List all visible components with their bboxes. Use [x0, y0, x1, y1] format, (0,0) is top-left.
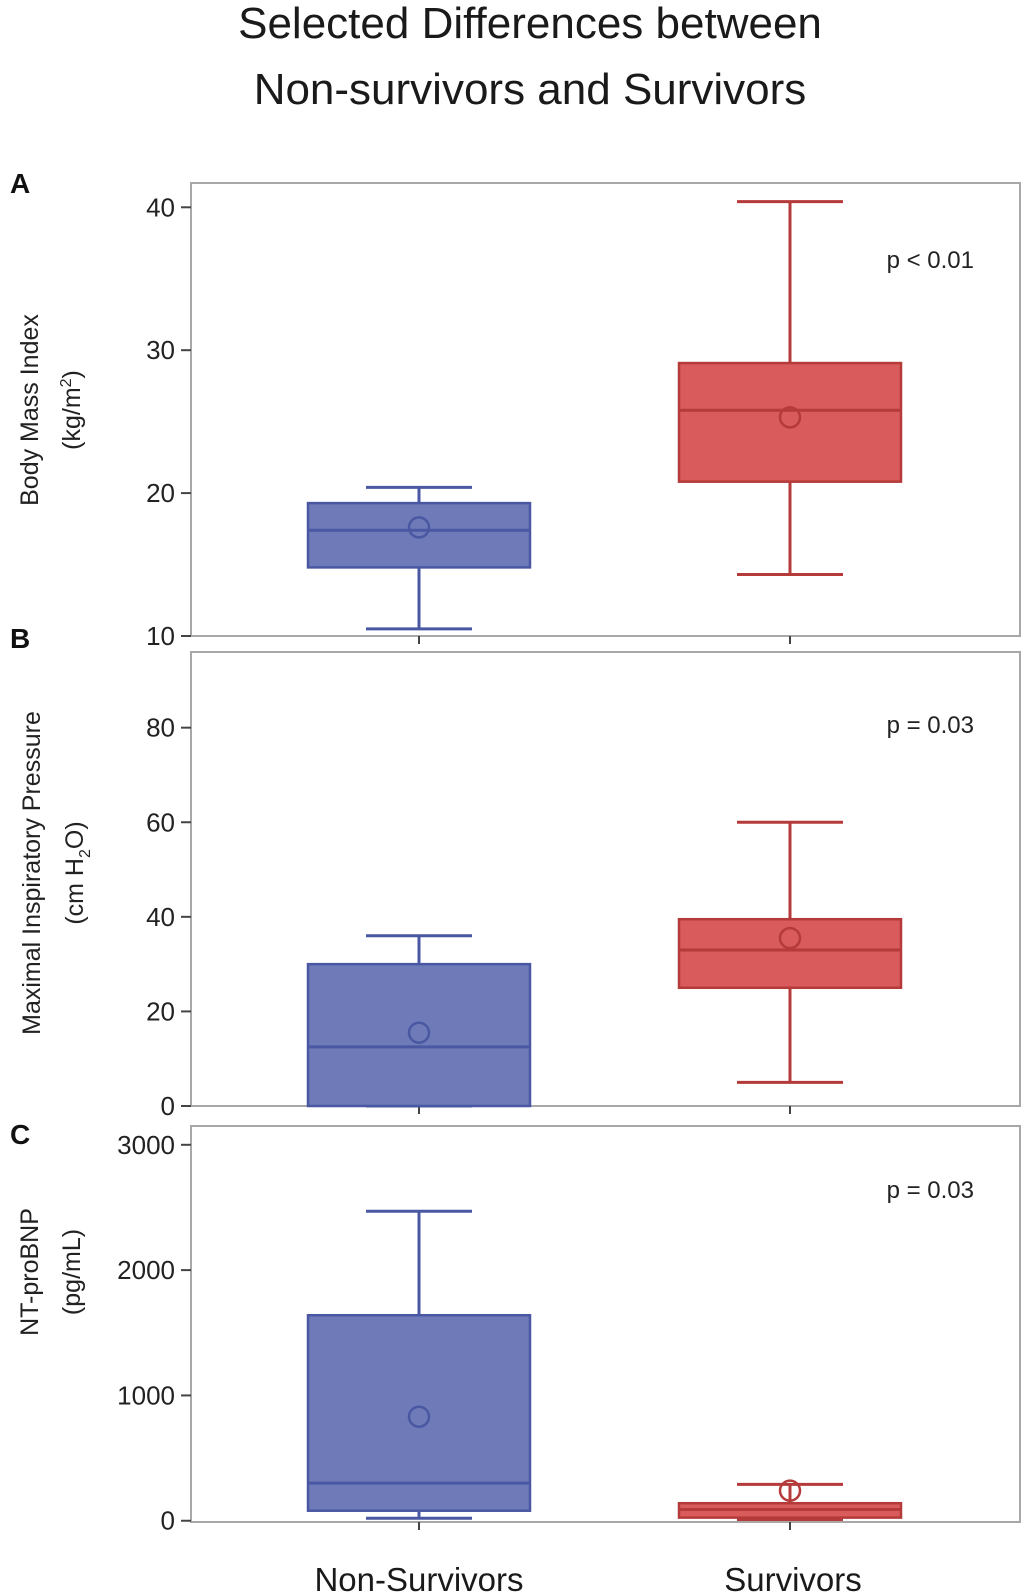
mean-marker-b-survivors — [778, 926, 802, 950]
mean-marker-a-survivors — [778, 406, 802, 429]
plot-frame-a — [190, 182, 1021, 637]
mean-marker-c-non-survivors — [407, 1405, 431, 1428]
y-axis-unit-b: (cm H2O) — [61, 821, 94, 924]
y-tick-label-a-20: 20 — [146, 478, 175, 508]
y-axis-label-a: Body Mass Index — [16, 314, 44, 506]
box-b-non-survivors — [306, 962, 532, 1108]
y-tick-label-c-3000: 3000 — [117, 1130, 175, 1160]
y-tick-label-b-80: 80 — [146, 713, 175, 743]
p-value-a: p < 0.01 — [887, 247, 974, 274]
y-tick-label-a-40: 40 — [146, 192, 175, 222]
panel-letter-b: B — [10, 623, 30, 654]
panel-letter-c: C — [10, 1119, 30, 1150]
y-axis-label-c: NT-proBNP — [16, 1208, 44, 1336]
x-category-non-survivors: Non-Survivors — [314, 1561, 523, 1595]
y-tick-label-a-10: 10 — [146, 621, 175, 651]
plot-frame-b — [190, 651, 1021, 1107]
y-tick-label-c-0: 0 — [161, 1506, 175, 1536]
box-a-survivors — [677, 361, 903, 483]
panel-a: A 10 20 30 40 Body Mass Index (kg/m2) p < 0.01 — [10, 168, 1021, 651]
chart-title-line-2: Non-survivors and Survivors — [254, 65, 807, 114]
chart-title-line-1: Selected Differences between — [238, 0, 822, 48]
panel-letter-a: A — [10, 168, 30, 199]
y-tick-label-c-2000: 2000 — [117, 1255, 175, 1285]
y-axis-unit-c: (pg/mL) — [58, 1229, 86, 1315]
mean-marker-a-non-survivors — [407, 516, 431, 539]
box-a-non-survivors — [306, 501, 532, 569]
mean-marker-c-survivors — [778, 1479, 802, 1502]
x-category-survivors: Survivors — [724, 1561, 862, 1595]
y-axis-unit-a: (kg/m2) — [58, 370, 86, 450]
panel-b: B 0 20 40 60 80 Maximal Inspiratory Pressure (c… — [10, 623, 1021, 1121]
y-tick-label-b-40: 40 — [146, 902, 175, 932]
y-axis-label-b: Maximal Inspiratory Pressure — [18, 711, 46, 1035]
box-c-non-survivors — [306, 1313, 532, 1512]
y-tick-label-b-20: 20 — [146, 996, 175, 1026]
y-tick-label-b-0: 0 — [161, 1091, 175, 1121]
panel-c: C 0 1000 2000 3000 NT-proBNP (pg/mL) p = 0.03 — [10, 1119, 1021, 1536]
p-value-b: p = 0.03 — [887, 712, 974, 739]
plot-frame-c — [190, 1125, 1021, 1523]
box-b-survivors — [677, 917, 903, 990]
y-tick-label-c-1000: 1000 — [117, 1380, 175, 1410]
p-value-c: p = 0.03 — [887, 1177, 974, 1204]
y-tick-label-a-30: 30 — [146, 335, 175, 365]
y-tick-label-b-60: 60 — [146, 807, 175, 837]
mean-marker-b-non-survivors — [407, 1021, 431, 1044]
